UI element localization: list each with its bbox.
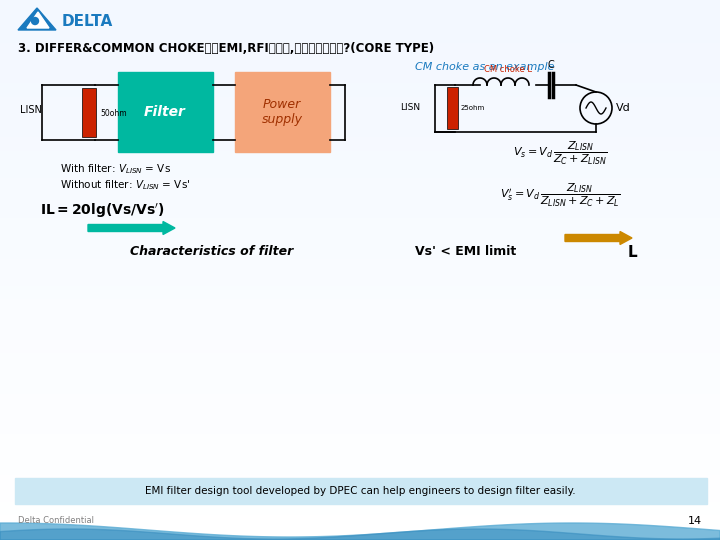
Text: Without filter: $V_{LISN}$ = Vs': Without filter: $V_{LISN}$ = Vs' xyxy=(60,178,190,192)
Bar xyxy=(0,255,720,270)
Bar xyxy=(0,363,720,378)
Bar xyxy=(0,53,720,68)
Text: $\bf{IL = 20lg(Vs/Vs')}$: $\bf{IL = 20lg(Vs/Vs')}$ xyxy=(40,202,165,220)
Bar xyxy=(82,88,96,137)
Text: CM choke as an example: CM choke as an example xyxy=(415,62,554,72)
Text: Power: Power xyxy=(263,98,301,111)
Text: With filter: $V_{LISN}$ = Vs: With filter: $V_{LISN}$ = Vs xyxy=(60,162,171,176)
Text: 3. DIFFER&COMMON CHOKE對於EMI,RFI的抑制,基本設計關係式?(CORE TYPE): 3. DIFFER&COMMON CHOKE對於EMI,RFI的抑制,基本設計關… xyxy=(18,42,434,55)
Bar xyxy=(0,431,720,445)
Bar xyxy=(0,471,720,486)
Text: C: C xyxy=(548,60,554,70)
Polygon shape xyxy=(27,12,49,28)
Bar xyxy=(0,350,720,364)
Bar xyxy=(0,66,720,81)
Bar xyxy=(15,478,707,504)
Bar xyxy=(0,228,720,243)
Text: 14: 14 xyxy=(688,516,702,526)
Bar xyxy=(0,512,720,526)
Bar xyxy=(0,80,720,94)
FancyArrow shape xyxy=(88,221,175,234)
Bar xyxy=(0,296,720,310)
Bar xyxy=(0,12,720,27)
Text: DELTA: DELTA xyxy=(62,14,113,29)
Bar xyxy=(0,404,720,418)
Bar xyxy=(0,323,720,338)
Bar xyxy=(0,498,720,513)
Bar xyxy=(0,174,720,189)
Bar xyxy=(0,93,720,108)
Text: 50ohm: 50ohm xyxy=(100,109,127,118)
Bar xyxy=(0,485,720,500)
Bar xyxy=(0,120,720,135)
Bar xyxy=(0,107,720,122)
Bar xyxy=(118,72,213,152)
Text: LISN: LISN xyxy=(400,104,420,112)
Bar xyxy=(0,309,720,324)
Text: $V_s = V_d\,\dfrac{Z_{LISN}}{Z_C + Z_{LISN}}$: $V_s = V_d\,\dfrac{Z_{LISN}}{Z_C + Z_{LI… xyxy=(513,140,607,167)
Bar xyxy=(0,134,720,148)
Bar xyxy=(0,161,720,176)
Bar xyxy=(0,39,720,54)
Circle shape xyxy=(32,17,38,24)
Bar xyxy=(0,417,720,432)
Text: L: L xyxy=(628,245,638,260)
Bar xyxy=(0,458,720,472)
Bar xyxy=(0,242,720,256)
Text: EMI filter design tool developed by DPEC can help engineers to design filter eas: EMI filter design tool developed by DPEC… xyxy=(145,486,575,496)
Text: Characteristics of filter: Characteristics of filter xyxy=(130,245,293,258)
Text: CM choke L: CM choke L xyxy=(484,65,532,74)
Bar xyxy=(0,201,720,216)
Bar xyxy=(0,0,720,14)
Text: $V_s^{\prime} = V_d\,\dfrac{Z_{LISN}}{Z_{LISN} + Z_C + Z_L}$: $V_s^{\prime} = V_d\,\dfrac{Z_{LISN}}{Z_… xyxy=(500,182,620,209)
Bar xyxy=(235,72,330,152)
Bar xyxy=(0,377,720,392)
Text: Vs' < EMI limit: Vs' < EMI limit xyxy=(415,245,516,258)
Bar xyxy=(0,525,720,540)
Polygon shape xyxy=(18,8,56,30)
Bar xyxy=(0,269,720,284)
Bar xyxy=(0,147,720,162)
Text: LISN: LISN xyxy=(20,105,42,115)
FancyArrow shape xyxy=(565,232,632,245)
Bar xyxy=(0,390,720,405)
Bar xyxy=(0,26,720,40)
Bar xyxy=(0,336,720,351)
Bar xyxy=(0,215,720,230)
Bar xyxy=(0,444,720,459)
Text: Filter: Filter xyxy=(144,105,186,119)
Text: Delta Confidential: Delta Confidential xyxy=(18,516,94,525)
Bar xyxy=(0,188,720,202)
Text: 25ohm: 25ohm xyxy=(461,105,485,111)
Bar xyxy=(0,282,720,297)
Bar xyxy=(447,87,458,129)
Text: Vd: Vd xyxy=(616,103,631,113)
Text: supply: supply xyxy=(261,113,302,126)
